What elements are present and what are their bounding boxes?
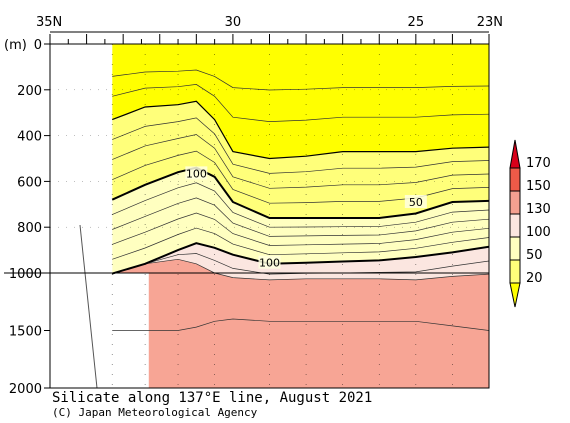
colorbar-top-arrow: [509, 139, 521, 169]
fill-100-130: [112, 243, 489, 280]
isoline-thin: [112, 117, 489, 174]
y-tick-label: 800: [17, 221, 42, 236]
contour-label-bg: [258, 255, 281, 269]
contour-label-bg: [185, 166, 208, 180]
y-tick-label: 400: [17, 130, 42, 145]
y-unit-label: (m): [4, 38, 27, 53]
x-tick-label: 23N: [477, 15, 503, 30]
missing-data-lower: [50, 273, 149, 388]
fill-50-100: [112, 167, 489, 274]
x-tick-label: 35N: [36, 15, 62, 30]
y-tick-label: 1000: [9, 267, 42, 282]
colorbar-segment: [509, 190, 521, 215]
x-axis: 35N 30 25 23N: [36, 15, 503, 44]
colorbar-level-label: 130: [526, 202, 551, 217]
colorbar-level-label: 150: [526, 179, 551, 194]
colorbar-segment: [509, 236, 521, 261]
isoline-thin: [112, 134, 489, 189]
contour-label: 100: [259, 257, 280, 270]
fill-below-20: [112, 44, 489, 159]
isoline-thin: [112, 69, 489, 91]
y-axis: 0 200 400 600 800 1000 1500 2000: [9, 38, 50, 397]
chart-title: Silicate along 137°E line, August 2021: [52, 390, 373, 406]
colorbar-level-label: 170: [526, 156, 551, 171]
contour-fills: [50, 44, 489, 388]
contour-labels: 100 50 100: [185, 166, 427, 270]
y-tick-label: 1500: [9, 325, 42, 340]
isoline-thin: [112, 182, 489, 228]
y-tick-label: 0: [34, 38, 42, 53]
colorbar-level-label: 20: [526, 271, 543, 286]
fill-130-150: [112, 259, 489, 388]
credit-text: (C) Japan Meteorological Agency: [52, 406, 258, 419]
colorbar-level-label: 100: [526, 225, 551, 240]
isoline-thin: [112, 84, 489, 122]
isoline-50: [111, 166, 489, 219]
isoline-thin: [112, 212, 489, 246]
contour-label-bg: [404, 195, 427, 209]
colorbar-level-label: 50: [526, 248, 543, 263]
y-tick-label: 600: [17, 175, 42, 190]
colorbar-segment: [509, 213, 521, 238]
y-tick-label: 200: [17, 84, 42, 99]
isoline-thin: [112, 258, 489, 281]
y-tick-label: 2000: [9, 382, 42, 397]
colorbar: 170 150 130 100 50 20: [509, 139, 551, 308]
colorbar-segment: [509, 259, 521, 284]
contour-label: 100: [186, 167, 207, 180]
contour-label: 50: [409, 196, 423, 209]
isoline-thin: [112, 318, 489, 331]
isoline-thin: [112, 197, 489, 237]
x-tick-label: 25: [408, 15, 425, 30]
colorbar-segment: [509, 167, 521, 192]
bottom-topography-line: [79, 224, 98, 388]
fill-20-50: [112, 101, 489, 218]
colorbar-bottom-arrow: [509, 282, 521, 308]
x-tick-label: 30: [225, 15, 242, 30]
